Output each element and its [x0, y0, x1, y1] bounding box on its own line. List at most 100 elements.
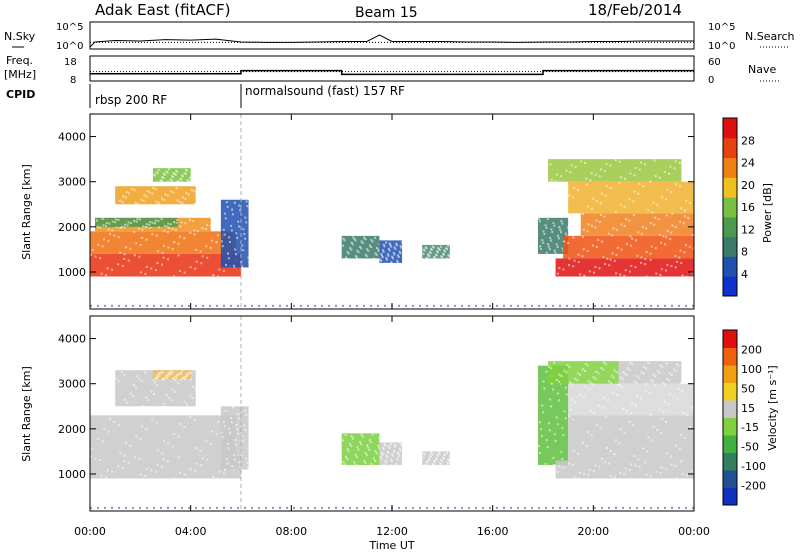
power-speckle [231, 213, 234, 216]
power-colorbar-segment [723, 256, 737, 277]
velocity-speckle [173, 390, 176, 393]
velocity-speckle [549, 398, 552, 401]
velocity-speckle [185, 373, 188, 376]
velocity-speckle [426, 461, 429, 464]
power-colorbar-segment [723, 197, 737, 218]
power-speckle [350, 248, 353, 251]
power-speckle [171, 175, 174, 178]
power-speckle [356, 249, 359, 252]
velocity-speckle [224, 410, 227, 413]
power-speckle [365, 255, 368, 258]
velocity-speckle [381, 453, 384, 456]
velocity-speckle [624, 467, 627, 470]
power-speckle [222, 270, 225, 273]
power-speckle [659, 273, 662, 276]
velocity-speckle [368, 439, 371, 442]
power-speckle [158, 226, 161, 229]
power-speckle [629, 244, 632, 247]
power-speckle [665, 236, 668, 239]
velocity-speckle [675, 363, 678, 366]
velocity-speckle [609, 475, 612, 478]
power-speckle [562, 268, 565, 271]
power-speckle [422, 252, 425, 255]
velocity-speckle [153, 392, 156, 395]
power-band [563, 235, 694, 259]
velocity-speckle [222, 420, 225, 423]
power-speckle [129, 247, 132, 250]
velocity-speckle [97, 437, 100, 440]
velocity-speckle [631, 402, 634, 405]
velocity-speckle [587, 380, 590, 383]
velocity-colorbar: 200 100 50 15 -15 -50 -100 -200 [722, 329, 766, 506]
velocity-speckle [354, 453, 357, 456]
velocity-speckle [378, 437, 381, 440]
power-speckle [161, 251, 164, 254]
velocity-speckle [537, 445, 540, 448]
power-speckle [634, 266, 637, 269]
power-speckle [173, 172, 176, 175]
power-speckle [640, 261, 643, 264]
station-title: Adak East (fitACF) [95, 1, 230, 19]
velocity-speckle [242, 439, 245, 442]
velocity-speckle [123, 373, 126, 376]
power-colorbar-tick: 4 [741, 268, 748, 281]
nsky-label: N.Sky [4, 30, 36, 43]
power-speckle [233, 201, 236, 204]
power-speckle [145, 223, 148, 226]
power-speckle [618, 160, 621, 163]
velocity-speckle [659, 364, 662, 367]
velocity-speckle [651, 439, 654, 442]
power-speckle [227, 257, 230, 260]
velocity-speckle [552, 457, 555, 460]
velocity-speckle [154, 471, 157, 474]
velocity-speckle [585, 445, 588, 448]
velocity-speckle [223, 468, 226, 471]
velocity-speckle [162, 439, 165, 442]
velocity-speckle [613, 453, 616, 456]
power-speckle [166, 194, 169, 197]
power-speckle [387, 254, 390, 257]
power-speckle [151, 221, 154, 224]
power-speckle [241, 265, 244, 268]
power-speckle [425, 247, 428, 250]
velocity-speckle [425, 464, 428, 467]
power-speckle [126, 224, 129, 227]
power-speckle [117, 218, 120, 221]
power-speckle [676, 260, 679, 263]
power-speckle [99, 226, 102, 229]
power-speckle [354, 255, 357, 258]
power-speckle [349, 247, 352, 250]
power-speckle [185, 168, 188, 171]
power-speckle [194, 267, 197, 270]
velocity-speckle [449, 455, 452, 458]
velocity-speckle [619, 428, 622, 431]
power-speckle [150, 267, 153, 270]
velocity-speckle [192, 386, 195, 389]
velocity-speckle [385, 454, 388, 457]
velocity-speckle [602, 368, 605, 371]
velocity-speckle [382, 463, 385, 466]
power-speckle [550, 228, 553, 231]
power-speckle [668, 172, 671, 175]
velocity-speckle [561, 458, 564, 461]
velocity-speckle [356, 456, 359, 459]
power-speckle [598, 220, 601, 223]
power-speckle [176, 218, 179, 221]
velocity-colorbar-tick: -200 [741, 480, 766, 493]
power-band [555, 258, 694, 277]
velocity-speckle [167, 374, 170, 377]
power-speckle [570, 164, 573, 167]
velocity-speckle [558, 465, 561, 468]
velocity-speckle [132, 383, 135, 386]
power-speckle [620, 223, 623, 226]
power-speckle [400, 246, 403, 249]
power-speckle [661, 196, 664, 199]
velocity-speckle [604, 461, 607, 464]
velocity-speckle [158, 373, 161, 376]
power-speckle [123, 253, 126, 256]
velocity-speckle [670, 455, 673, 458]
velocity-speckle [353, 461, 356, 464]
power-speckle [381, 249, 384, 252]
power-speckle [655, 272, 658, 275]
power-speckle [133, 230, 136, 233]
